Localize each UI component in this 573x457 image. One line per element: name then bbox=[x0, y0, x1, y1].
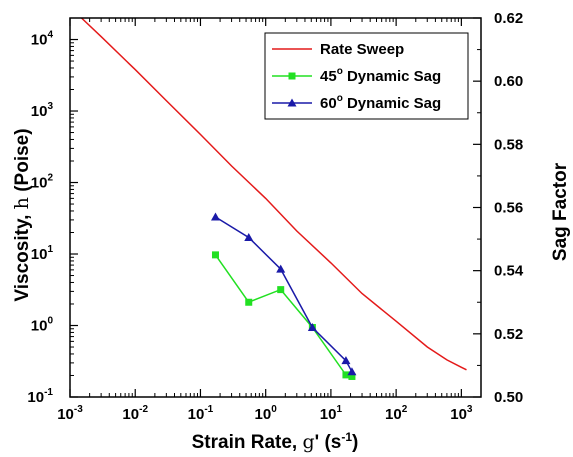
y-left-tick-label: 10-1 bbox=[27, 387, 53, 406]
y-right-tick-label: 0.58 bbox=[494, 136, 523, 153]
legend-marker-square bbox=[288, 72, 296, 80]
data-point-45o-dynamic-sag bbox=[245, 298, 253, 306]
y-right-tick-label: 0.60 bbox=[494, 73, 523, 90]
data-point-60o-dynamic-sag bbox=[210, 212, 220, 221]
y-left-tick-label: 104 bbox=[31, 30, 54, 49]
data-point-60o-dynamic-sag bbox=[276, 264, 286, 273]
y-right-tick-label: 0.62 bbox=[494, 10, 523, 27]
data-point-45o-dynamic-sag bbox=[211, 251, 219, 259]
y-right-tick-label: 0.56 bbox=[494, 200, 523, 217]
legend-marker-triangle bbox=[287, 98, 297, 107]
legend-entry-45-dynamic-sag: 45o Dynamic Sag bbox=[272, 66, 441, 85]
legend-label-60-dynamic-sag: 60o Dynamic Sag bbox=[320, 93, 441, 112]
x-tick-label: 103 bbox=[450, 404, 473, 423]
y-right-axis-title: Sag Factor bbox=[550, 162, 571, 261]
data-point-45o-dynamic-sag bbox=[342, 371, 350, 379]
y-left-tick-label: 103 bbox=[31, 101, 54, 120]
data-point-60o-dynamic-sag bbox=[347, 367, 357, 376]
series-layer bbox=[80, 17, 467, 380]
ticks-layer bbox=[69, 17, 481, 398]
x-tick-label: 10-1 bbox=[188, 404, 214, 423]
data-point-45o-dynamic-sag bbox=[277, 286, 285, 294]
x-tick-label: 101 bbox=[320, 404, 343, 423]
data-point-60o-dynamic-sag bbox=[244, 233, 254, 242]
y-left-tick-label: 101 bbox=[31, 244, 54, 263]
y-right-tick-label: 0.50 bbox=[494, 389, 523, 406]
x-tick-label: 100 bbox=[255, 404, 278, 423]
y-left-tick-label: 100 bbox=[31, 316, 54, 335]
data-point-45o-dynamic-sag bbox=[348, 372, 356, 380]
y-right-tick-label: 0.54 bbox=[494, 263, 524, 280]
legend-entry-rate-sweep: Rate Sweep bbox=[272, 41, 404, 58]
legend-entry-60-dynamic-sag: 60o Dynamic Sag bbox=[272, 93, 441, 112]
legend-label-rate-sweep: Rate Sweep bbox=[320, 41, 404, 58]
y-right-tick-label: 0.52 bbox=[494, 326, 523, 343]
legend: Rate Sweep 45o Dynamic Sag 60o Dynamic S… bbox=[264, 32, 469, 120]
data-point-60o-dynamic-sag bbox=[341, 356, 351, 365]
legend-label-45-dynamic-sag: 45o Dynamic Sag bbox=[320, 66, 441, 85]
y-left-axis-title: Viscosity, h (Poise) bbox=[11, 128, 33, 301]
tick-labels-layer: 10-3 10-2 10-1 100 101 102 103 10-1 100 101 102 103… bbox=[27, 10, 523, 423]
x-tick-label: 102 bbox=[385, 404, 408, 423]
x-tick-label: 10-2 bbox=[122, 404, 148, 423]
x-axis-title: Strain Rate, g' (s-1) bbox=[192, 430, 359, 453]
data-point-60o-dynamic-sag bbox=[307, 323, 317, 332]
y-left-tick-label: 102 bbox=[31, 173, 54, 192]
series-line-rate-sweep bbox=[80, 17, 467, 371]
x-tick-label: 10-3 bbox=[57, 404, 83, 423]
